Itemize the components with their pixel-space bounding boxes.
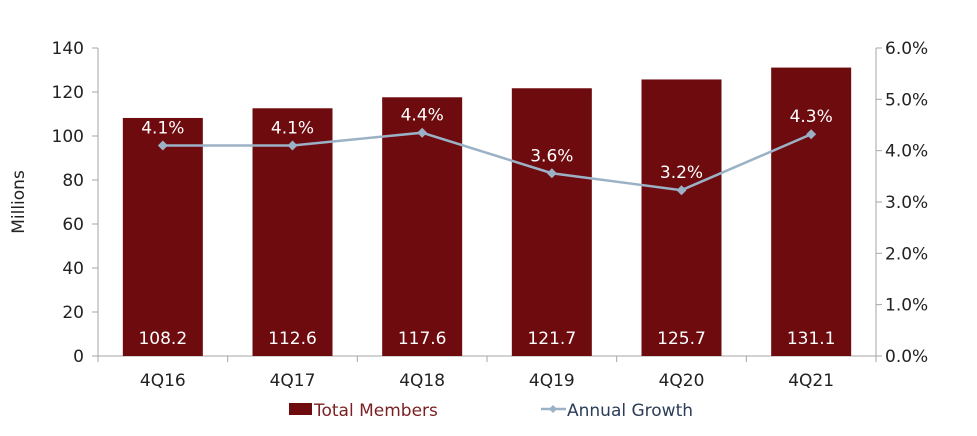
growth-point bbox=[546, 168, 557, 179]
y-tick-label: 40 bbox=[62, 259, 84, 279]
growth-point bbox=[157, 140, 168, 151]
legend-marker-annual-growth bbox=[549, 405, 557, 413]
bar bbox=[511, 88, 592, 356]
y-tick-label: 140 bbox=[52, 39, 84, 59]
growth-label: 4.1% bbox=[141, 119, 184, 139]
y2-tick-label: 6.0% bbox=[885, 39, 928, 59]
bar-label: 131.1 bbox=[787, 329, 836, 349]
y-axis-title: Millions bbox=[9, 170, 29, 234]
y2-tick-label: 0.0% bbox=[885, 347, 928, 367]
bar-label: 112.6 bbox=[268, 329, 317, 349]
legend-label-total-members: Total Members bbox=[313, 401, 438, 421]
y-tick-label: 120 bbox=[52, 83, 84, 103]
growth-label: 4.1% bbox=[271, 119, 314, 139]
y2-tick-label: 1.0% bbox=[885, 296, 928, 316]
bar-label: 125.7 bbox=[657, 329, 706, 349]
growth-line bbox=[162, 131, 812, 192]
y2-tick-label: 5.0% bbox=[885, 90, 928, 110]
bar-label: 108.2 bbox=[138, 329, 187, 349]
y2-tick-label: 2.0% bbox=[885, 244, 928, 264]
growth-label: 3.2% bbox=[660, 163, 703, 183]
growth-point bbox=[287, 140, 298, 151]
x-tick-label: 4Q21 bbox=[788, 371, 834, 391]
x-tick-label: 4Q20 bbox=[659, 371, 705, 391]
x-tick-label: 4Q16 bbox=[140, 371, 186, 391]
growth-label: 4.4% bbox=[401, 106, 444, 126]
y-tick-label: 20 bbox=[62, 303, 84, 323]
legend-swatch-total-members bbox=[289, 403, 312, 415]
growth-point bbox=[806, 129, 817, 140]
y2-tick-label: 4.0% bbox=[885, 142, 928, 162]
y-tick-label: 0 bbox=[73, 347, 84, 367]
y-tick-label: 60 bbox=[62, 215, 84, 235]
bar bbox=[641, 79, 722, 357]
growth-point bbox=[417, 127, 428, 138]
growth-point bbox=[676, 185, 687, 196]
y-tick-label: 100 bbox=[52, 127, 84, 147]
bar-label: 121.7 bbox=[527, 329, 576, 349]
growth-label: 4.3% bbox=[790, 107, 833, 127]
bar bbox=[771, 67, 852, 356]
legend-label-annual-growth: Annual Growth bbox=[567, 401, 693, 421]
x-tick-label: 4Q19 bbox=[529, 371, 575, 391]
y-tick-label: 80 bbox=[62, 171, 84, 191]
growth-label: 3.6% bbox=[530, 146, 573, 166]
bar bbox=[122, 117, 203, 357]
x-tick-label: 4Q17 bbox=[270, 371, 316, 391]
bar-label: 117.6 bbox=[398, 329, 447, 349]
x-tick-label: 4Q18 bbox=[399, 371, 445, 391]
y2-tick-label: 3.0% bbox=[885, 193, 928, 213]
